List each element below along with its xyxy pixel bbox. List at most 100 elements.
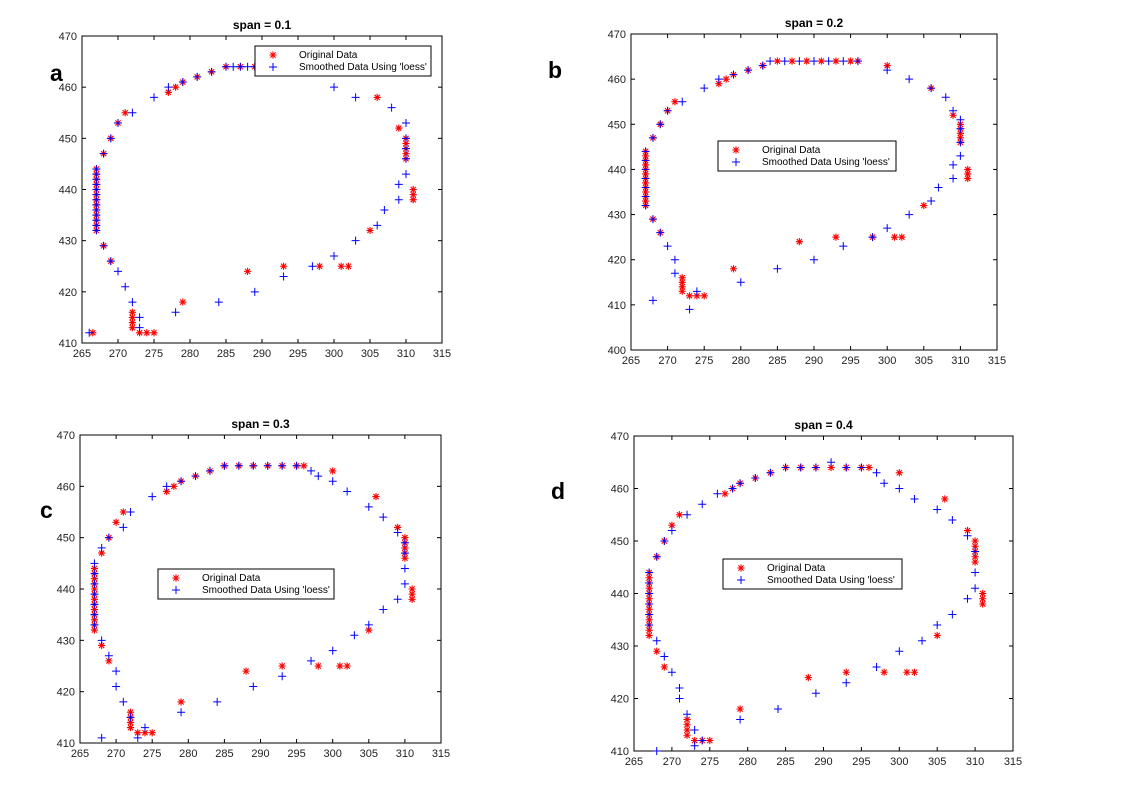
panel-d-original-point: [963, 526, 972, 535]
panel-d-smoothed-point: [842, 463, 851, 472]
panel-a-smoothed-point: [229, 62, 238, 71]
panel-b-smoothed-point: [656, 228, 665, 237]
panel-d-xtick-label: 315: [1004, 756, 1022, 768]
panel-c-smoothed-point: [400, 579, 409, 588]
panel-a-ytick-label: 420: [59, 287, 77, 299]
panel-c-smoothed-point: [400, 564, 409, 573]
panel-a-legend-smoothed-marker: [269, 63, 277, 71]
panel-d-ytick-label: 430: [611, 641, 629, 653]
panel-c-smoothed-point: [292, 461, 301, 470]
panel-c-smoothed-point: [162, 482, 171, 491]
panel-a-ytick-label: 430: [59, 236, 77, 248]
panel-c-smoothed-point: [213, 697, 222, 706]
panel-c-original-point: [148, 729, 156, 737]
panel-c-ytick-label: 460: [57, 481, 75, 493]
panel-b-original-point: [642, 170, 650, 178]
panel-a-smoothed-point: [114, 118, 122, 127]
panel-b-original-point: [678, 274, 686, 282]
panel-c-original-point: [98, 641, 106, 650]
panel-b-original-point: [678, 278, 686, 286]
panel-d-smoothed-point: [766, 468, 775, 477]
panel-a-original-point: [280, 262, 288, 270]
panel-c-original-point: [119, 508, 127, 516]
panel-c-smoothed-point: [393, 595, 402, 604]
panel-c-original-point: [90, 626, 99, 634]
panel-b-smoothed-point: [956, 151, 965, 160]
panel-c-title: span = 0.3: [231, 417, 290, 431]
panel-c-smoothed-point: [350, 631, 359, 640]
panel-a-original-point: [128, 318, 136, 327]
panel-b-original-point: [685, 292, 694, 300]
panel-d-smoothed-point: [781, 463, 790, 472]
panel-c-smoothed-point: [90, 590, 99, 599]
panel-c-original-point: [126, 724, 135, 732]
panel-b-smoothed-point: [692, 287, 701, 296]
panel-a-smoothed-point: [128, 108, 137, 117]
panel-d-smoothed-point: [971, 584, 980, 593]
panel-b-smoothed-point: [839, 57, 848, 66]
panel-d-smoothed-point: [728, 484, 737, 493]
panel-b-original-point: [678, 283, 686, 291]
panel-d-original-point: [706, 736, 714, 745]
panel-a-xtick-label: 275: [145, 348, 163, 360]
panel-a-smoothed-point: [351, 93, 360, 102]
panel-c-smoothed-point: [97, 636, 106, 645]
panel-b-ytick-label: 440: [608, 164, 626, 176]
panel-c-smoothed-point: [379, 513, 388, 522]
panel-c-ytick-label: 410: [57, 738, 75, 750]
panel-d-xtick-label: 295: [852, 756, 870, 768]
panel-b-xtick-label: 270: [658, 355, 676, 367]
panel-a-xtick-label: 300: [325, 348, 343, 360]
panel-d-ytick-label: 460: [611, 484, 629, 496]
panel-d-smoothed-point: [736, 715, 745, 724]
panel-b-smoothed-point: [780, 57, 789, 66]
panel-b-original-point: [890, 233, 899, 241]
panel-a-original-point: [128, 324, 136, 332]
panel-a-smoothed-point: [402, 170, 410, 179]
panel-b-original-point: [722, 75, 730, 83]
panel-c-smoothed-point: [112, 682, 121, 691]
panel-a-smoothed-point: [330, 83, 338, 92]
panel-a-smoothed-point: [178, 78, 187, 87]
panel-c-xtick-label: 310: [396, 748, 414, 760]
panel-c-original-point: [394, 523, 402, 531]
panel-d-xtick-label: 310: [966, 756, 984, 768]
panel-a-axes-box: [81, 35, 443, 344]
panel-d-xtick-label: 300: [890, 756, 908, 768]
panel-b-smoothed-point: [663, 242, 672, 251]
panel-a-smoothed-point: [207, 67, 216, 76]
panel-d-legend-original-label: Original Data: [767, 563, 826, 574]
panel-a-original-point: [409, 185, 417, 194]
panel-a-smoothed-point: [92, 165, 101, 174]
panel-a-smoothed-point: [106, 257, 115, 266]
panel-b-original-point: [817, 57, 825, 65]
panel-b-smoothed-point: [678, 97, 687, 106]
panel-c-original-point: [242, 667, 250, 675]
panel-b-original-point: [671, 98, 679, 106]
panel-b-original-point: [956, 120, 964, 128]
panel-c-original-point: [336, 662, 344, 670]
panel-c-smoothed-point: [400, 538, 409, 547]
panel-b-smoothed-point: [956, 138, 965, 147]
panel-c-smoothed-point: [177, 708, 186, 717]
panel-d-original-point: [910, 668, 919, 676]
panel-b-ytick-label: 460: [608, 74, 626, 86]
panel-d-original-point: [660, 663, 668, 671]
panel-d-smoothed-point: [933, 505, 942, 514]
panel-label-d: d: [551, 478, 566, 504]
panel-d-xtick-label: 265: [625, 756, 643, 768]
panel-c-smoothed-point: [126, 508, 135, 516]
panel-d-smoothed-point: [948, 610, 957, 619]
panel-a-smoothed-point: [214, 298, 223, 307]
panel-d-original-point: [691, 736, 699, 745]
panel-b-legend-original-marker: [732, 146, 740, 154]
panel-a-original-point: [128, 313, 136, 322]
panel-b-legend-box: [717, 140, 897, 172]
panel-c-smoothed-point: [119, 697, 128, 706]
panel-b-ytick-label: 450: [608, 119, 626, 131]
panel-b-original-point: [956, 129, 964, 137]
panel-a-title: span = 0.1: [233, 18, 292, 32]
panel-a-original-point: [136, 329, 144, 337]
